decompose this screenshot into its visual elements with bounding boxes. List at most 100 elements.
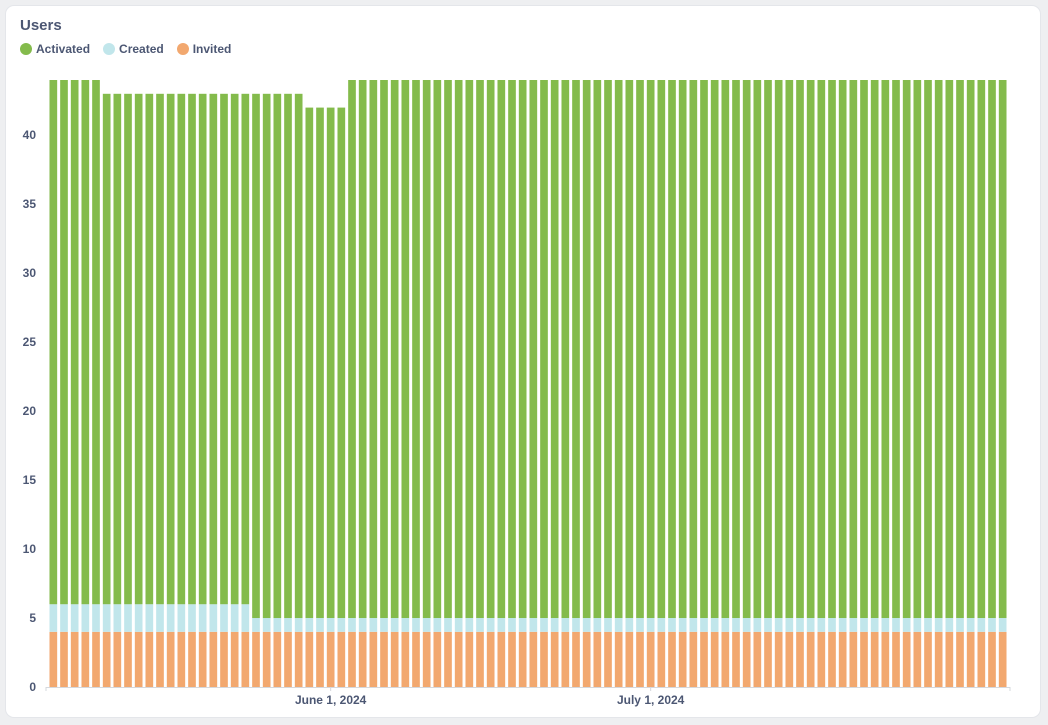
bar-activated[interactable]	[102, 93, 111, 605]
bar-invited[interactable]	[988, 631, 996, 687]
bar-activated[interactable]	[433, 80, 442, 619]
bar-invited[interactable]	[188, 631, 196, 687]
bar-invited[interactable]	[369, 631, 378, 687]
bar-activated[interactable]	[710, 80, 719, 619]
bar-activated[interactable]	[870, 80, 879, 619]
bar-invited[interactable]	[838, 631, 847, 687]
bar-invited[interactable]	[422, 631, 431, 687]
bar-activated[interactable]	[497, 80, 506, 619]
bar-invited[interactable]	[529, 631, 538, 687]
bar-invited[interactable]	[166, 631, 175, 687]
bar-created[interactable]	[678, 618, 687, 632]
bar-activated[interactable]	[721, 80, 730, 619]
bar-activated[interactable]	[636, 80, 644, 619]
bar-activated[interactable]	[732, 80, 740, 619]
bar-created[interactable]	[188, 604, 196, 632]
bar-created[interactable]	[380, 618, 388, 632]
bar-invited[interactable]	[294, 631, 303, 687]
bar-invited[interactable]	[700, 631, 708, 687]
bar-invited[interactable]	[273, 631, 282, 687]
bar-activated[interactable]	[593, 80, 602, 619]
bar-activated[interactable]	[860, 80, 868, 619]
bar-activated[interactable]	[550, 80, 559, 619]
bar-activated[interactable]	[742, 80, 751, 619]
bar-created[interactable]	[454, 618, 463, 632]
legend-item-invited[interactable]: Invited	[176, 42, 231, 56]
bar-activated[interactable]	[465, 80, 474, 619]
bar-invited[interactable]	[444, 631, 452, 687]
bar-activated[interactable]	[689, 80, 698, 619]
bar-activated[interactable]	[582, 80, 591, 619]
bar-activated[interactable]	[678, 80, 687, 619]
bar-invited[interactable]	[945, 631, 954, 687]
bar-created[interactable]	[230, 604, 239, 632]
bar-invited[interactable]	[892, 631, 900, 687]
bar-activated[interactable]	[945, 80, 954, 619]
bar-created[interactable]	[390, 618, 399, 632]
bar-created[interactable]	[113, 604, 122, 632]
bar-invited[interactable]	[870, 631, 879, 687]
bar-activated[interactable]	[657, 80, 666, 619]
bar-activated[interactable]	[977, 80, 986, 619]
bar-activated[interactable]	[284, 93, 292, 619]
bar-activated[interactable]	[294, 93, 303, 619]
bar-created[interactable]	[806, 618, 815, 632]
bar-created[interactable]	[401, 618, 410, 632]
bar-invited[interactable]	[796, 631, 804, 687]
bar-created[interactable]	[796, 618, 804, 632]
bar-created[interactable]	[145, 604, 154, 632]
bar-invited[interactable]	[252, 631, 260, 687]
bar-invited[interactable]	[806, 631, 815, 687]
bar-created[interactable]	[262, 618, 271, 632]
bar-invited[interactable]	[956, 631, 964, 687]
bar-created[interactable]	[764, 618, 772, 632]
bar-created[interactable]	[156, 604, 164, 632]
bar-created[interactable]	[540, 618, 548, 632]
bar-activated[interactable]	[785, 80, 794, 619]
bar-activated[interactable]	[838, 80, 847, 619]
bar-invited[interactable]	[305, 631, 314, 687]
bar-created[interactable]	[337, 618, 346, 632]
bar-created[interactable]	[92, 604, 100, 632]
bar-activated[interactable]	[518, 80, 527, 619]
bar-invited[interactable]	[753, 631, 762, 687]
bar-invited[interactable]	[561, 631, 570, 687]
bar-invited[interactable]	[540, 631, 548, 687]
bar-created[interactable]	[892, 618, 900, 632]
bar-created[interactable]	[593, 618, 602, 632]
bar-invited[interactable]	[145, 631, 154, 687]
bar-activated[interactable]	[369, 80, 378, 619]
chart-title[interactable]: Users	[20, 17, 62, 34]
bar-created[interactable]	[497, 618, 506, 632]
bar-created[interactable]	[860, 618, 868, 632]
bar-activated[interactable]	[81, 80, 90, 605]
bar-activated[interactable]	[412, 80, 420, 619]
bar-activated[interactable]	[305, 107, 314, 619]
bar-created[interactable]	[604, 618, 612, 632]
bar-invited[interactable]	[689, 631, 698, 687]
bar-created[interactable]	[582, 618, 591, 632]
bar-activated[interactable]	[828, 80, 836, 619]
bar-created[interactable]	[657, 618, 666, 632]
bar-invited[interactable]	[134, 631, 143, 687]
bar-activated[interactable]	[646, 80, 655, 619]
bar-created[interactable]	[252, 618, 260, 632]
bar-created[interactable]	[166, 604, 175, 632]
bar-activated[interactable]	[198, 93, 207, 605]
bar-activated[interactable]	[49, 80, 58, 605]
bar-created[interactable]	[134, 604, 143, 632]
bar-created[interactable]	[785, 618, 794, 632]
bar-invited[interactable]	[337, 631, 346, 687]
bar-created[interactable]	[668, 618, 676, 632]
bar-created[interactable]	[422, 618, 431, 632]
bar-invited[interactable]	[646, 631, 655, 687]
bar-activated[interactable]	[454, 80, 463, 619]
bar-created[interactable]	[209, 604, 218, 632]
bar-activated[interactable]	[401, 80, 410, 619]
bar-invited[interactable]	[198, 631, 207, 687]
bar-activated[interactable]	[881, 80, 890, 619]
bar-activated[interactable]	[604, 80, 612, 619]
bar-invited[interactable]	[49, 631, 58, 687]
bar-activated[interactable]	[572, 80, 580, 619]
bar-invited[interactable]	[924, 631, 932, 687]
